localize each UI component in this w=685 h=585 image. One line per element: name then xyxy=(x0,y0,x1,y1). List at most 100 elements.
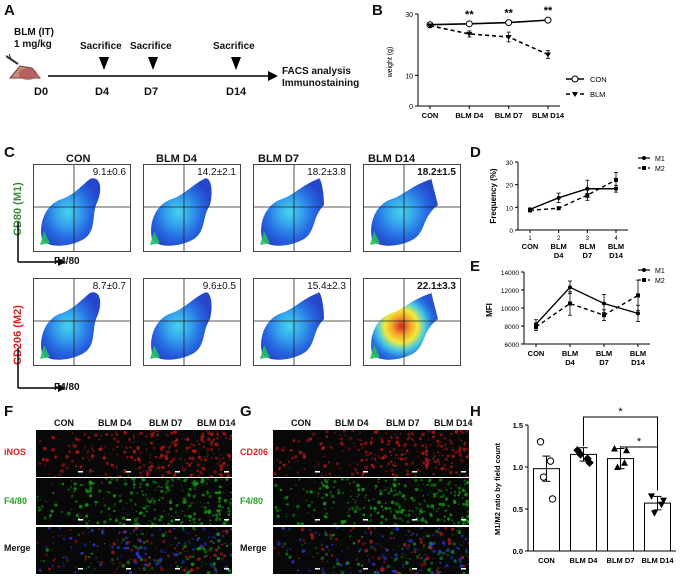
stain-spot xyxy=(348,448,350,451)
stain-spot xyxy=(186,437,190,441)
stain-spot xyxy=(370,514,372,518)
stain-spot xyxy=(379,492,383,496)
x-tick-label: BLM xyxy=(608,242,624,251)
stain-spot xyxy=(201,467,206,471)
stain-spot xyxy=(191,456,195,461)
stain-spot xyxy=(201,522,203,524)
micrograph-tile xyxy=(273,478,323,525)
stain-spot xyxy=(103,520,107,524)
stain-spot xyxy=(331,543,334,546)
stain-spot xyxy=(227,513,231,517)
stain-spot xyxy=(314,520,317,523)
stain-spot xyxy=(290,449,294,452)
stain-spot xyxy=(312,556,314,558)
stain-spot xyxy=(187,492,191,496)
stain-spot xyxy=(425,445,427,447)
stain-spot xyxy=(166,549,168,551)
stain-spot xyxy=(59,469,63,473)
stain-spot xyxy=(388,554,389,555)
facs-col-d7: BLM D7 xyxy=(258,153,299,165)
stain-spot xyxy=(438,561,440,563)
stain-spot xyxy=(225,437,228,440)
stain-spot xyxy=(138,482,142,486)
stain-spot xyxy=(98,437,101,441)
stain-spot xyxy=(206,478,209,481)
stain-spot xyxy=(394,489,397,492)
stain-spot xyxy=(190,522,192,525)
stain-spot xyxy=(175,544,179,547)
stain-spot xyxy=(345,446,347,449)
stain-spot xyxy=(101,531,105,535)
stain-spot xyxy=(226,453,229,457)
stain-spot xyxy=(103,502,105,504)
day-label-d7: D7 xyxy=(144,86,159,98)
stain-spot xyxy=(340,570,344,574)
stain-spot xyxy=(286,474,288,476)
stain-spot xyxy=(402,458,406,461)
stain-spot xyxy=(221,534,225,538)
stain-spot xyxy=(220,509,223,511)
stain-spot xyxy=(52,559,55,562)
scale-bar xyxy=(224,471,229,473)
stain-spot xyxy=(360,535,364,539)
f-col-d14: BLM D14 xyxy=(197,418,236,428)
stain-spot xyxy=(89,490,92,493)
stain-spot xyxy=(139,451,142,454)
stain-spot xyxy=(295,504,300,509)
stain-spot xyxy=(115,567,118,570)
stain-spot xyxy=(417,469,420,472)
stain-spot xyxy=(445,550,448,552)
x-tick-label: BLM D14 xyxy=(532,111,565,120)
stain-spot xyxy=(137,555,141,559)
stain-spot xyxy=(112,563,115,565)
stain-spot xyxy=(413,550,417,553)
stain-spot xyxy=(465,455,469,459)
stain-spot xyxy=(205,554,208,558)
stain-spot xyxy=(61,463,65,467)
stain-spot xyxy=(109,453,112,455)
stain-spot xyxy=(109,475,112,477)
stain-spot xyxy=(433,430,435,433)
stain-spot xyxy=(364,453,366,455)
stain-spot xyxy=(116,539,119,542)
x-tick-label: BLM xyxy=(579,242,595,251)
stain-spot xyxy=(386,464,388,466)
stain-spot xyxy=(378,457,381,459)
data-point xyxy=(505,35,512,40)
stain-spot xyxy=(182,527,185,529)
stain-spot xyxy=(291,456,294,460)
stain-spot xyxy=(406,520,410,524)
outcome-line-1: FACS analysis xyxy=(282,66,351,77)
significance-mark: ** xyxy=(504,8,513,20)
stain-spot xyxy=(156,466,161,470)
stain-spot xyxy=(327,435,328,436)
stain-spot xyxy=(92,450,95,453)
stain-spot xyxy=(158,498,161,502)
axis-arrow-row2 xyxy=(17,348,66,392)
stain-spot xyxy=(51,564,54,568)
legend-label-blm: BLM xyxy=(590,90,605,99)
micrograph-tile xyxy=(419,527,469,574)
stain-spot xyxy=(393,494,396,497)
stain-spot xyxy=(445,564,449,568)
stain-spot xyxy=(161,445,165,449)
stain-spot xyxy=(100,481,103,484)
stain-spot xyxy=(218,517,222,521)
g-col-d4: BLM D4 xyxy=(335,418,369,428)
stain-spot xyxy=(77,533,81,536)
stain-spot xyxy=(90,552,93,555)
stain-spot xyxy=(172,552,175,555)
stain-spot xyxy=(296,471,299,474)
stain-spot xyxy=(220,557,224,561)
stain-spot xyxy=(437,451,440,454)
stain-spot xyxy=(159,559,163,562)
stain-spot xyxy=(394,433,397,435)
stain-spot xyxy=(74,571,77,574)
stain-spot xyxy=(223,499,228,503)
stain-spot xyxy=(188,514,192,519)
stain-spot xyxy=(337,488,341,492)
stain-spot xyxy=(194,528,197,531)
stain-spot xyxy=(62,537,66,541)
stain-spot xyxy=(129,491,133,495)
stain-spot xyxy=(85,453,88,455)
